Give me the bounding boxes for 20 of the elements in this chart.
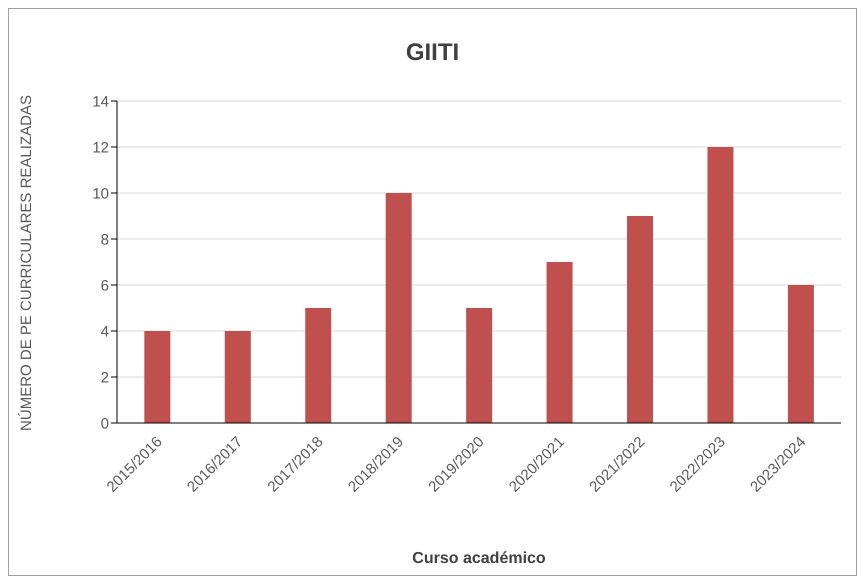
y-tick-label: 6: [100, 277, 109, 294]
bar: [305, 308, 332, 423]
bar: [788, 285, 814, 423]
y-tick-label: 2: [100, 369, 109, 386]
y-tick-label: 10: [92, 185, 109, 202]
y-tick-label: 4: [100, 323, 109, 340]
x-axis-title: Curso académico: [412, 550, 546, 567]
bar: [224, 331, 251, 423]
y-tick-label: 14: [92, 93, 109, 110]
bar: [144, 331, 170, 423]
y-tick-label: 8: [100, 231, 109, 248]
bar: [627, 216, 654, 423]
bar: [546, 262, 573, 423]
y-axis-title: NÚMERO DE PE CURRICULARES REALIZADAS: [16, 95, 35, 431]
bar: [707, 147, 734, 423]
chart-title: GIITI: [404, 39, 460, 67]
y-tick-label: 0: [100, 415, 109, 432]
bar: [466, 308, 492, 423]
bar: [386, 193, 412, 423]
y-tick-label: 12: [92, 139, 109, 156]
